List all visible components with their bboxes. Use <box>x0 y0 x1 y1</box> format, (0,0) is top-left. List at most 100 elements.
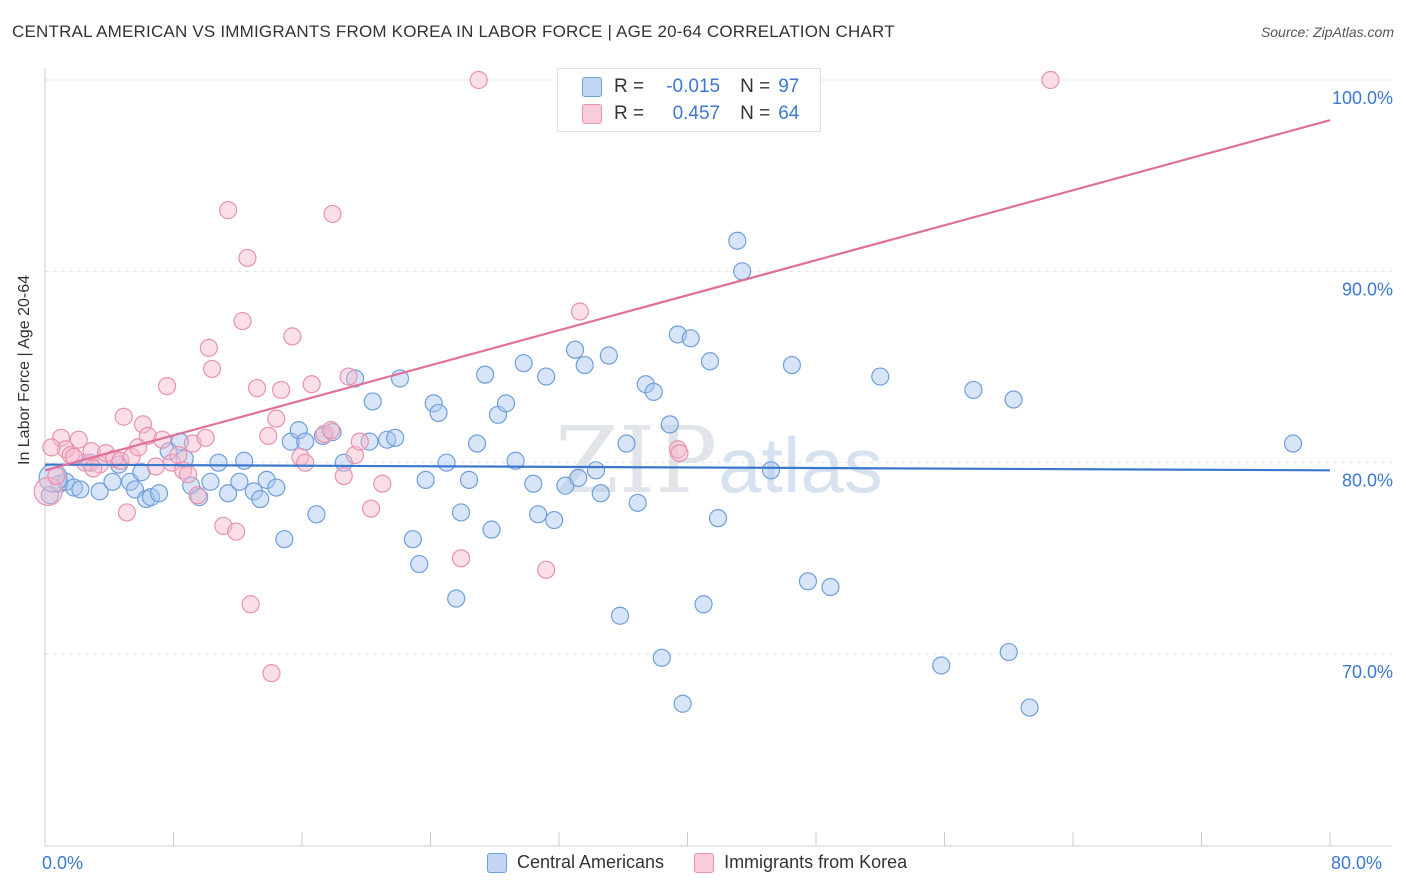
korea-point <box>51 428 71 447</box>
korea-trendline <box>44 119 1331 472</box>
korea-point <box>84 459 103 478</box>
korea-point <box>350 432 369 451</box>
korea-point <box>104 449 124 468</box>
korea-point <box>361 499 381 518</box>
korea-point <box>238 248 257 268</box>
y-axis-label: In Labor Force | Age 20-64 <box>16 274 33 465</box>
korea-point <box>42 438 61 457</box>
korea-point <box>323 204 342 224</box>
central-american-point <box>569 468 588 488</box>
central-american-point <box>447 589 466 608</box>
central-american-point <box>514 354 533 373</box>
korea-point <box>283 327 302 346</box>
central-american-point <box>545 510 564 530</box>
central-american-point <box>103 472 122 491</box>
correlation-legend: R = -0.015 N = 97 R = 0.457 N = 64 <box>557 68 821 132</box>
watermark-zip: ZIP <box>555 407 717 514</box>
central-american-point <box>733 262 752 281</box>
legend-item-central-americans[interactable]: Central Americans <box>487 852 664 873</box>
central-american-point <box>251 489 270 509</box>
legend-swatch-pink <box>582 104 602 124</box>
central-american-point <box>821 577 840 597</box>
central-american-point <box>230 472 249 491</box>
korea-point <box>157 377 177 396</box>
korea-point <box>114 407 133 426</box>
korea-point <box>199 338 218 357</box>
korea-point <box>188 486 207 505</box>
korea-point <box>267 409 286 428</box>
korea-point <box>247 378 267 398</box>
korea-point <box>1041 70 1060 90</box>
points-layer <box>33 70 1303 717</box>
central-american-point <box>506 451 525 470</box>
korea-point <box>146 457 165 476</box>
korea-point <box>373 474 392 493</box>
korea-point <box>296 453 315 472</box>
central-american-point <box>537 367 556 386</box>
watermark-atlas: atlas <box>718 421 883 509</box>
central-american-point <box>482 520 501 539</box>
korea-point <box>345 445 365 465</box>
central-american-point <box>575 355 594 375</box>
central-american-point <box>429 403 448 423</box>
korea-point <box>321 421 341 440</box>
watermark: ZIP atlas <box>555 407 883 514</box>
central-american-point <box>681 329 700 348</box>
korea-point <box>272 380 291 400</box>
central-american-point <box>700 352 720 371</box>
central-american-point <box>416 470 435 489</box>
korea-point <box>302 375 321 394</box>
central-american-point <box>586 461 606 480</box>
korea-point <box>227 522 246 541</box>
central-american-point <box>761 461 781 480</box>
chart-title: CENTRAL AMERICAN VS IMMIGRANTS FROM KORE… <box>12 22 895 41</box>
korea-point <box>169 445 188 465</box>
korea-point <box>469 70 488 90</box>
korea-point <box>670 444 689 463</box>
central-american-point <box>1004 390 1023 409</box>
legend-row-korea: R = 0.457 N = 64 <box>582 101 799 127</box>
central-american-point <box>932 656 951 675</box>
central-american-point <box>64 478 84 497</box>
y-tick-label: 100.0% <box>1332 88 1393 108</box>
central-american-point <box>307 505 326 524</box>
central-american-point <box>90 482 109 501</box>
legend-row-central-americans: R = -0.015 N = 97 <box>582 74 799 100</box>
central-american-point <box>424 394 443 413</box>
korea-point <box>262 664 281 683</box>
central-american-point <box>275 530 294 549</box>
korea-point <box>219 201 238 220</box>
central-american-point <box>628 493 647 512</box>
central-american-point <box>363 392 382 411</box>
n-value: 97 <box>778 76 800 97</box>
central-american-point <box>871 367 890 386</box>
central-american-trendline <box>44 463 1331 472</box>
central-american-point <box>644 382 663 401</box>
central-american-point <box>652 648 671 667</box>
central-american-point <box>296 432 315 451</box>
central-american-point <box>476 365 495 384</box>
r-label: R = <box>614 103 645 124</box>
central-american-point <box>235 451 254 470</box>
central-american-point <box>999 642 1018 662</box>
central-american-point <box>610 606 630 625</box>
korea-point <box>202 359 222 379</box>
n-value: 64 <box>778 103 800 124</box>
central-american-point <box>565 340 585 359</box>
legend-swatch-pink <box>694 852 715 873</box>
legend-item-korea[interactable]: Immigrants from Korea <box>694 852 907 873</box>
central-american-point <box>673 694 692 713</box>
korea-point <box>69 430 88 449</box>
central-american-point <box>386 428 405 447</box>
central-american-point <box>728 231 747 250</box>
central-american-point <box>459 470 479 489</box>
legend-label: Central Americans <box>517 852 665 872</box>
korea-point <box>196 428 215 447</box>
korea-point <box>537 560 556 579</box>
y-tick-labels: 100.0% 90.0% 80.0% 70.0% <box>1332 88 1393 682</box>
korea-point <box>233 311 252 331</box>
x-axis-min-label: 0.0% <box>42 853 84 873</box>
korea-point <box>570 302 589 321</box>
axis-layer <box>44 68 1392 847</box>
